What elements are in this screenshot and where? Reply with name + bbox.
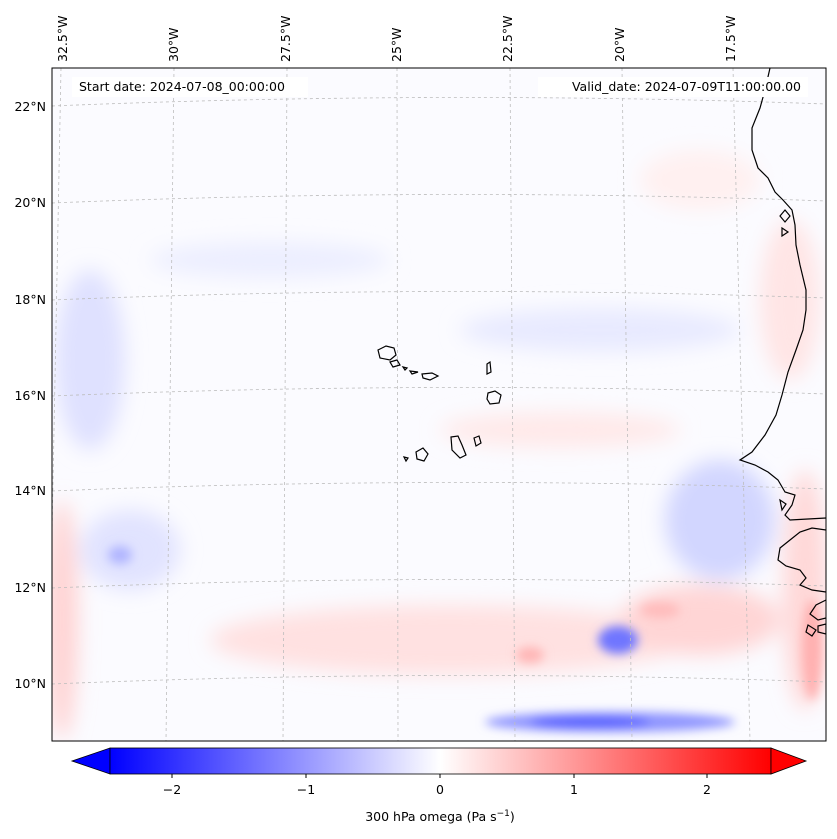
valid-date-box [538,77,808,97]
lat-label: 22°N [14,99,46,114]
colorbar-title: 300 hPa omega (Pa s−1) [365,809,515,824]
map-frame [51,67,827,742]
island-maio [473,435,482,447]
lat-label: 16°N [14,388,46,403]
colorbar-tick-label: 1 [570,782,578,797]
descent-south-band [210,605,690,675]
meridian-27-5w [282,68,288,741]
parallel-18n [52,291,826,301]
colorbar-body [109,747,772,775]
colorbar-title-close: ) [510,809,515,824]
island-fogo [415,447,429,462]
ascent-spot-west [108,546,132,564]
island-santo-antao [377,345,397,361]
gridlines [52,68,826,741]
coast-fragment-b [781,226,790,238]
meridian-20w [621,68,633,741]
lon-label: 30°W [166,27,181,62]
ascent-band-south-core [530,716,650,728]
parallel-22n [52,97,826,107]
colorbar-tick-label: −2 [163,782,181,797]
weak-ascent-north [150,242,390,278]
parallel-16n [52,387,826,397]
weak-ascent-west [55,270,125,450]
coast-fragment-c [809,599,826,621]
colorbar-tick-label: 2 [703,782,711,797]
parallel-10n [52,675,826,685]
lat-label: 20°N [14,195,46,210]
lon-label: 25°W [389,27,404,62]
map-panel: Start date: 2024-07-08_00:00:00 Valid_da… [51,67,827,742]
parallel-14n [52,482,826,492]
valid-date-text: Valid_date: 2024-07-09T11:00:00.00 [572,79,801,94]
island-sao-nicolau-east [421,372,440,381]
ascent-core-southeast [598,626,638,654]
lon-label: 27.5°W [278,16,293,62]
descent-core-south [516,647,544,663]
descent-southeast [620,585,780,655]
lat-label: 10°N [14,676,46,691]
west-africa-coast-south [777,527,826,593]
island-brava [402,456,409,463]
lon-label: 20°W [612,27,627,62]
meridian-32-5w [52,68,62,555]
lat-label: 18°N [14,292,46,307]
lat-label: 12°N [14,580,46,595]
header-info: Start date: 2024-07-08_00:00:00 Valid_da… [72,77,808,97]
island-sao-nicolau [408,370,419,375]
descent-northeast [640,150,760,210]
ascent-southwest [80,510,180,590]
colorbar-extend-min [70,747,111,775]
coast-fragment-f [779,498,787,512]
colorbar-title-exponent: −1 [497,809,510,819]
descent-spot-far-east [802,600,822,700]
meridian-25w [396,68,399,741]
descent-coast-north [760,220,820,380]
island-sao-vicente [389,359,401,368]
start-date-box [72,77,308,97]
meridian-17-5w [732,68,751,741]
coast-fragment-a [779,209,791,223]
west-africa-coast [738,68,826,521]
colorbar-tick-label: 0 [436,782,444,797]
descent-core-east [640,602,680,618]
start-date-text: Start date: 2024-07-08_00:00:00 [79,79,285,94]
colorbar-extend-max [770,747,808,775]
parallel-20n [52,194,826,204]
descent-central [440,412,680,448]
latitude-labels: 22°N 20°N 18°N 16°N 14°N 12°N 10°N [14,99,46,691]
coastlines [377,68,826,637]
coast-fragment-d [805,624,817,637]
island-santiago [450,435,467,459]
longitude-labels: 32.5°W 30°W 27.5°W 25°W 22.5°W 20°W 17.5… [55,16,738,62]
ascent-coast [665,460,775,580]
island-boa-vista [486,390,502,405]
weak-descent-west [52,500,78,740]
island-sal [486,360,492,375]
meridian-30w [165,68,175,741]
lon-label: 22.5°W [500,16,515,62]
island-santa-luzia [401,366,409,371]
colorbar-tick-label: −1 [297,782,315,797]
lon-label: 17.5°W [723,16,738,62]
colorbar: −2 −1 0 1 2 300 hPa omega (Pa s−1) [70,747,808,824]
omega-field [52,150,826,740]
colorbar-title-main: 300 hPa omega (Pa s [365,809,496,824]
weak-ascent-central [460,308,740,352]
lat-label: 14°N [14,483,46,498]
parallel-12n [52,579,826,589]
coast-fragment-e [817,623,826,635]
lon-label: 32.5°W [55,16,70,62]
meridian-22-5w [509,68,516,741]
